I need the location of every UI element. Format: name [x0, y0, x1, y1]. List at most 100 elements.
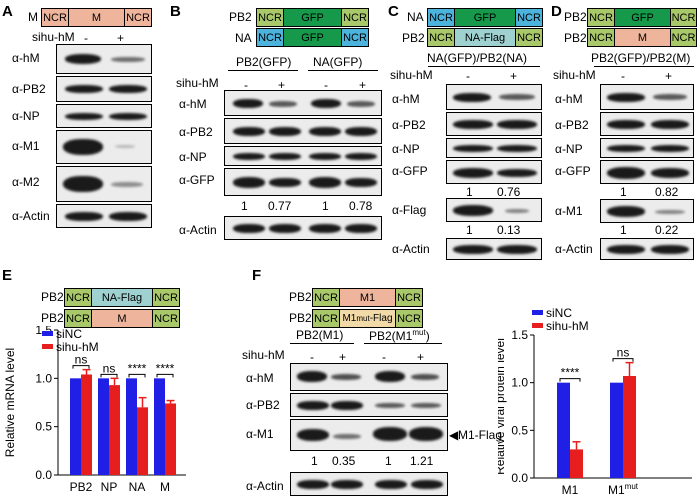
y-tick-label: 0.0 [511, 471, 528, 485]
quant-value: 0.13 [497, 223, 521, 237]
treatment-mark: - [466, 69, 470, 83]
blot-label: α-hM [246, 371, 274, 385]
bar-siNC [126, 378, 137, 475]
ncr-segment: NCR [395, 309, 423, 328]
quant-value: 0.22 [655, 223, 679, 237]
x-tick-label: NP [101, 480, 118, 494]
group-underline [290, 343, 354, 344]
legend-label: sihu-hM [56, 340, 99, 354]
significance-bracket [100, 373, 118, 378]
ncr-segment: NCR [124, 8, 152, 27]
ncr-segment: NCR [312, 309, 340, 328]
blot-label: α-NP [392, 142, 420, 156]
treatment-mark: + [117, 31, 125, 45]
blot-hm [56, 44, 152, 74]
construct-prefix: PB2 [41, 290, 64, 304]
quant-value: 1 [620, 223, 627, 237]
significance-bracket [72, 365, 90, 369]
x-tick-label: PB2 [70, 480, 93, 494]
bar-siNC [70, 378, 81, 475]
panel-label-a: A [2, 3, 13, 20]
treatment-label: sihu-hM [242, 348, 285, 362]
ncr-segment: NCR [587, 28, 615, 47]
bar-sihu-hM [137, 407, 148, 475]
blot-hm [224, 90, 382, 116]
blot-label: α-hM [179, 97, 207, 111]
blot-label: α-PB2 [392, 118, 426, 132]
group-label: NA(GFP)/PB2(NA) [427, 51, 528, 65]
blot-np [56, 104, 152, 128]
treatment-mark: - [244, 78, 248, 92]
blot-label: α-PB2 [246, 398, 280, 412]
treatment-mark: + [417, 350, 425, 364]
blot-label: α-GFP [555, 164, 591, 178]
quant-value: 1 [311, 454, 318, 468]
blot-actin [446, 238, 542, 260]
ncr-segment: NCR [64, 288, 92, 307]
quant-value: 1 [466, 185, 473, 199]
blot-label: α-M2 [12, 175, 40, 189]
ncr-segment: NCR [256, 8, 284, 27]
blot-pb2 [600, 112, 694, 136]
m-segment: M [68, 8, 125, 27]
panel-label-c: C [388, 3, 399, 20]
blot-label: α-NP [555, 142, 583, 156]
ncr-segment: NCR [256, 28, 284, 47]
legend-label: sihu-hM [546, 319, 589, 333]
group-label: PB2(GFP)/PB2(M) [591, 51, 691, 65]
ncr-segment: NCR [64, 309, 92, 328]
legend-swatch [42, 344, 53, 349]
construct-prefix: PB2 [289, 290, 312, 304]
construct-prefix: PB2 [289, 311, 312, 325]
blot-actin [224, 216, 382, 240]
m1-flag-arrow: ◀ [449, 428, 459, 442]
blot-hm [290, 363, 448, 391]
blot-np [224, 146, 382, 166]
quant-value: 1.21 [410, 454, 434, 468]
blot-flag [446, 198, 542, 222]
bar-siNC [98, 378, 109, 475]
group-label: PB2(M1) [296, 328, 344, 342]
blot-label: α-GFP [392, 164, 428, 178]
ncr-segment: NCR [427, 8, 455, 27]
group-underline [228, 70, 298, 71]
treatment-mark: + [359, 78, 367, 92]
y-tick-label: 1.0 [35, 371, 52, 385]
bar-siNC [610, 382, 623, 478]
x-tick-label: M1mut [608, 482, 639, 497]
blot-label: α-NP [12, 109, 40, 123]
blot-actin [56, 204, 152, 228]
ncr-segment: NCR [41, 8, 69, 27]
y-axis-label: Relative mRNA level [3, 348, 17, 457]
significance-label: **** [561, 366, 580, 380]
treatment-mark: + [339, 350, 347, 364]
group-underline [364, 343, 442, 344]
group-label: PB2(M1mut) [369, 328, 430, 343]
ncr-segment: NCR [515, 28, 543, 47]
blot-label: α-hM [392, 92, 420, 106]
quant-value: 0.35 [332, 454, 356, 468]
blot-label: α-GFP [179, 173, 215, 187]
blot-gfp [446, 160, 542, 184]
treatment-mark: + [278, 78, 286, 92]
quant-value: 1 [241, 199, 248, 213]
blot-label: α-M1 [12, 139, 40, 153]
blot-label: α-PB2 [12, 82, 46, 96]
significance-bracket [559, 378, 581, 382]
significance-label: **** [128, 361, 147, 375]
significance-bracket [156, 373, 174, 378]
construct-prefix: NA [407, 10, 424, 24]
x-tick-label: M [160, 480, 170, 494]
blot-label: α-Actin [392, 242, 430, 256]
blot-pb2 [290, 393, 448, 417]
treatment-label: sihu-hM [553, 68, 596, 82]
x-tick-label: NA [129, 480, 146, 494]
bar-sihu-hM [570, 449, 583, 478]
significance-bracket [612, 358, 634, 362]
blot-m2 [56, 166, 152, 202]
blot-actin [290, 472, 448, 496]
quant-value: 1 [466, 223, 473, 237]
m1mut-flag-segment: M1 mut -Flag [339, 309, 396, 328]
bar-siNC [154, 378, 165, 475]
quant-value: 0.76 [497, 185, 521, 199]
